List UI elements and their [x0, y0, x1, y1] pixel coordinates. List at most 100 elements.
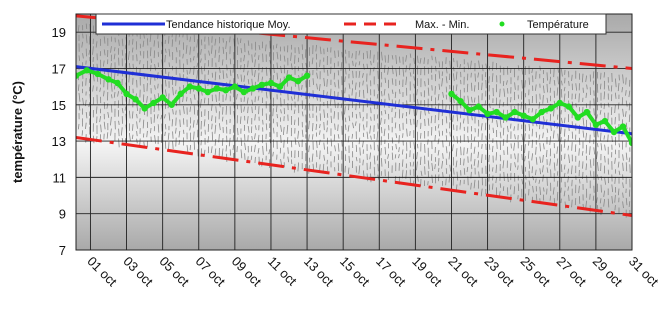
range-dash — [514, 82, 516, 90]
range-dash — [445, 128, 448, 134]
range-dash — [622, 108, 624, 117]
range-dash — [153, 114, 155, 123]
range-dash — [474, 73, 476, 82]
range-dash — [521, 79, 523, 89]
range-dash — [128, 74, 130, 83]
range-dash — [257, 148, 260, 154]
range-dash — [542, 132, 544, 139]
range-dash — [413, 142, 416, 150]
x-axis: 01 oct 03 oct 05 oct 07 oct 09 oct 11 oct 13 o… — [84, 254, 661, 290]
range-dash — [416, 89, 418, 96]
range-dash — [513, 142, 515, 151]
range-dash — [384, 146, 387, 155]
range-dash — [506, 80, 508, 85]
range-dash — [603, 135, 605, 140]
range-dash — [344, 76, 346, 83]
range-dash — [251, 106, 253, 114]
range-dash — [103, 121, 106, 130]
range-dash — [399, 56, 401, 63]
range-dash — [478, 60, 480, 69]
temperature-segment — [296, 73, 310, 84]
range-dash — [211, 45, 213, 54]
range-dash — [514, 134, 516, 140]
range-dash — [553, 68, 555, 78]
range-dash — [103, 36, 106, 44]
range-dash — [376, 94, 379, 99]
range-dash — [189, 125, 191, 131]
range-dash — [395, 68, 398, 77]
range-dash — [175, 89, 177, 94]
range-dash — [524, 133, 526, 142]
range-dash — [615, 92, 617, 99]
range-dash — [272, 108, 274, 117]
range-dash — [192, 120, 195, 128]
range-dash — [261, 66, 263, 73]
range-dash — [524, 80, 526, 88]
range-dash — [85, 111, 88, 119]
range-dash — [388, 93, 390, 101]
range-dash — [370, 144, 372, 150]
range-dash — [381, 111, 383, 116]
range-dash — [567, 168, 569, 174]
legend-label-trend: Tendance historique Moy. — [166, 19, 291, 31]
range-dash — [136, 54, 138, 62]
range-dash — [286, 124, 289, 134]
range-dash — [531, 166, 533, 174]
range-dash — [445, 146, 448, 154]
range-dash — [495, 177, 497, 184]
range-dash — [615, 78, 617, 88]
range-dash — [150, 58, 152, 63]
range-dash — [110, 46, 112, 53]
range-dash — [149, 47, 152, 57]
range-dash — [470, 182, 472, 190]
range-dash — [535, 84, 537, 91]
range-dash — [149, 76, 152, 85]
range-dash — [473, 179, 476, 189]
range-dash — [557, 76, 559, 85]
range-dash — [183, 129, 185, 134]
range-dash — [327, 69, 329, 77]
range-dash — [363, 170, 365, 178]
range-dash — [344, 106, 346, 115]
range-dash — [453, 66, 455, 72]
range-dash — [413, 58, 415, 64]
temperature-segment — [620, 124, 632, 145]
range-dash — [617, 83, 620, 92]
range-dash — [488, 154, 490, 163]
range-dash — [358, 50, 361, 56]
range-dash — [513, 186, 515, 195]
range-dash — [459, 64, 461, 69]
range-dash — [99, 87, 101, 92]
range-dash — [448, 141, 451, 147]
range-dash — [538, 134, 541, 140]
range-dash — [219, 123, 221, 131]
range-dash — [304, 104, 307, 111]
range-dash — [167, 71, 170, 77]
range-dash — [301, 63, 304, 71]
range-dash — [480, 123, 483, 131]
range-dash — [257, 72, 260, 82]
range-dash — [589, 193, 591, 200]
range-dash — [593, 108, 595, 116]
range-dash — [337, 143, 340, 152]
range-dash — [255, 125, 257, 130]
range-dash — [507, 125, 509, 133]
range-dash — [571, 142, 573, 151]
maxmin-line — [76, 135, 632, 217]
range-dash — [305, 62, 308, 68]
range-dash — [409, 161, 412, 167]
x-tick-label: 15 oct — [337, 254, 373, 290]
range-dash — [466, 83, 469, 93]
range-dash — [560, 187, 562, 193]
range-dash — [301, 111, 304, 117]
range-dash — [196, 62, 199, 68]
range-dash — [113, 92, 116, 98]
range-dash — [345, 124, 347, 131]
range-dash — [611, 196, 613, 204]
y-tick-label: 13 — [52, 134, 66, 149]
range-dash — [391, 55, 394, 60]
range-dash — [420, 132, 422, 139]
range-dash — [467, 95, 470, 105]
range-dash — [373, 166, 376, 176]
range-dash — [211, 115, 213, 122]
